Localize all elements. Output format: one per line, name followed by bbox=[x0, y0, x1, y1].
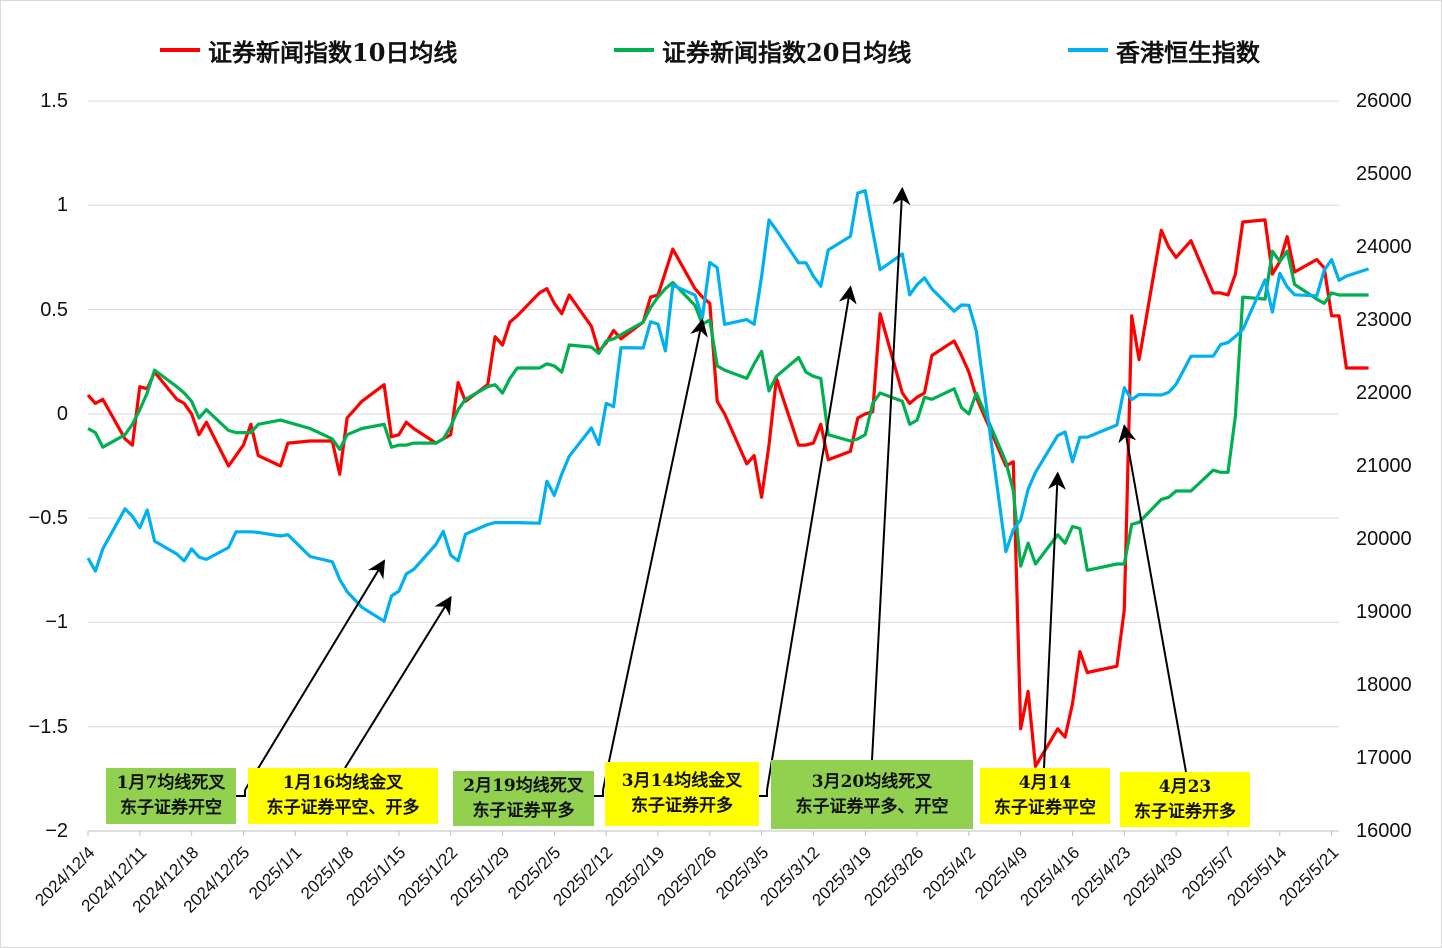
annotation-line2: 东子证券开空 bbox=[120, 798, 222, 818]
annotation-line2: 东子证券开多 bbox=[1134, 801, 1236, 822]
y-left-tick-label: −0.5 bbox=[28, 507, 68, 530]
legend-label: 证券新闻指数10日均线 bbox=[208, 37, 458, 67]
y-right-tick-label: 19000 bbox=[1356, 601, 1412, 623]
annotation-line2: 东子证券平多、开空 bbox=[795, 796, 949, 817]
legend-swatch-red bbox=[160, 48, 200, 52]
annotation-box: 3月20均线死叉 东子证券平多、开空 bbox=[771, 760, 973, 829]
series-line-1 bbox=[87, 249, 1369, 572]
legend-item-20d: 证券新闻指数20日均线 bbox=[614, 32, 911, 68]
annotation-line2: 东子证券开多 bbox=[631, 796, 733, 816]
legend-label: 香港恒生指数 bbox=[1116, 37, 1260, 67]
annotation-line2: 东子证券平空、开多 bbox=[266, 798, 420, 818]
y-right-tick-label: 17000 bbox=[1356, 747, 1412, 769]
y-left-tick-label: 0.5 bbox=[40, 298, 68, 321]
y-left-tick-label: 1 bbox=[56, 194, 68, 217]
annotation-line1: 4月14 bbox=[1018, 773, 1072, 793]
legend-label: 证券新闻指数20日均线 bbox=[662, 37, 912, 67]
annotation-arrow bbox=[766, 285, 857, 791]
annotation-arrow bbox=[1118, 424, 1187, 773]
annotation-line2: 东子证券平多 bbox=[472, 800, 575, 821]
legend-swatch-green bbox=[614, 48, 654, 52]
series-line-0 bbox=[86, 218, 1369, 768]
y-left-tick-label: −2 bbox=[45, 820, 68, 842]
annotation-box: 1月7均线死叉 东子证券开空 bbox=[106, 768, 236, 824]
series-line-2 bbox=[86, 189, 1370, 623]
y-right-tick-label: 23000 bbox=[1356, 309, 1412, 331]
annotation-line2: 东子证券平空 bbox=[994, 798, 1096, 818]
annotation-arrow bbox=[602, 318, 708, 791]
annotation-line1: 3月14均线金叉 bbox=[621, 771, 743, 791]
legend-swatch-blue bbox=[1068, 48, 1108, 52]
y-right-tick-label: 22000 bbox=[1356, 382, 1412, 404]
annotation-arrow bbox=[1043, 471, 1066, 769]
annotation-box: 2月19均线死叉 东子证券平多 bbox=[453, 771, 594, 826]
annotation-line1: 2月19均线死叉 bbox=[463, 775, 584, 796]
annotation-line1: 4月23 bbox=[1158, 776, 1212, 797]
annotation-arrow bbox=[871, 186, 911, 761]
annotation-bracket bbox=[236, 790, 246, 797]
annotation-line1: 1月7均线死叉 bbox=[116, 773, 226, 793]
y-right-tick-label: 18000 bbox=[1356, 674, 1412, 696]
annotation-box: 4月14 东子证券平空 bbox=[980, 768, 1110, 824]
annotation-box: 3月14均线金叉 东子证券开多 bbox=[605, 762, 759, 826]
annotation-box: 4月23 东子证券开多 bbox=[1120, 772, 1250, 827]
y-left-tick-label: 1.5 bbox=[40, 90, 68, 112]
legend-item-10d: 证券新闻指数10日均线 bbox=[160, 32, 457, 68]
y-right-tick-label: 24000 bbox=[1356, 236, 1412, 258]
y-right-tick-label: 26000 bbox=[1356, 90, 1412, 112]
y-left-tick-label: 0 bbox=[56, 402, 68, 425]
annotation-arrow bbox=[244, 559, 386, 791]
y-right-tick-label: 20000 bbox=[1356, 528, 1412, 550]
annotation-line1: 1月16均线金叉 bbox=[282, 773, 404, 793]
y-left-tick-label: −1.5 bbox=[28, 715, 68, 738]
y-right-tick-label: 25000 bbox=[1356, 163, 1412, 185]
annotation-bracket bbox=[594, 790, 604, 797]
annotation-arrow bbox=[344, 595, 452, 769]
annotation-line1: 3月20均线死叉 bbox=[811, 771, 933, 792]
annotation-box: 1月16均线金叉 东子证券平空、开多 bbox=[248, 768, 438, 824]
y-left-tick-label: −1 bbox=[45, 611, 68, 634]
y-right-tick-label: 16000 bbox=[1356, 820, 1412, 842]
legend-item-hsi: 香港恒生指数 bbox=[1068, 32, 1260, 68]
y-right-tick-label: 21000 bbox=[1356, 455, 1412, 477]
annotation-bracket bbox=[759, 790, 768, 797]
